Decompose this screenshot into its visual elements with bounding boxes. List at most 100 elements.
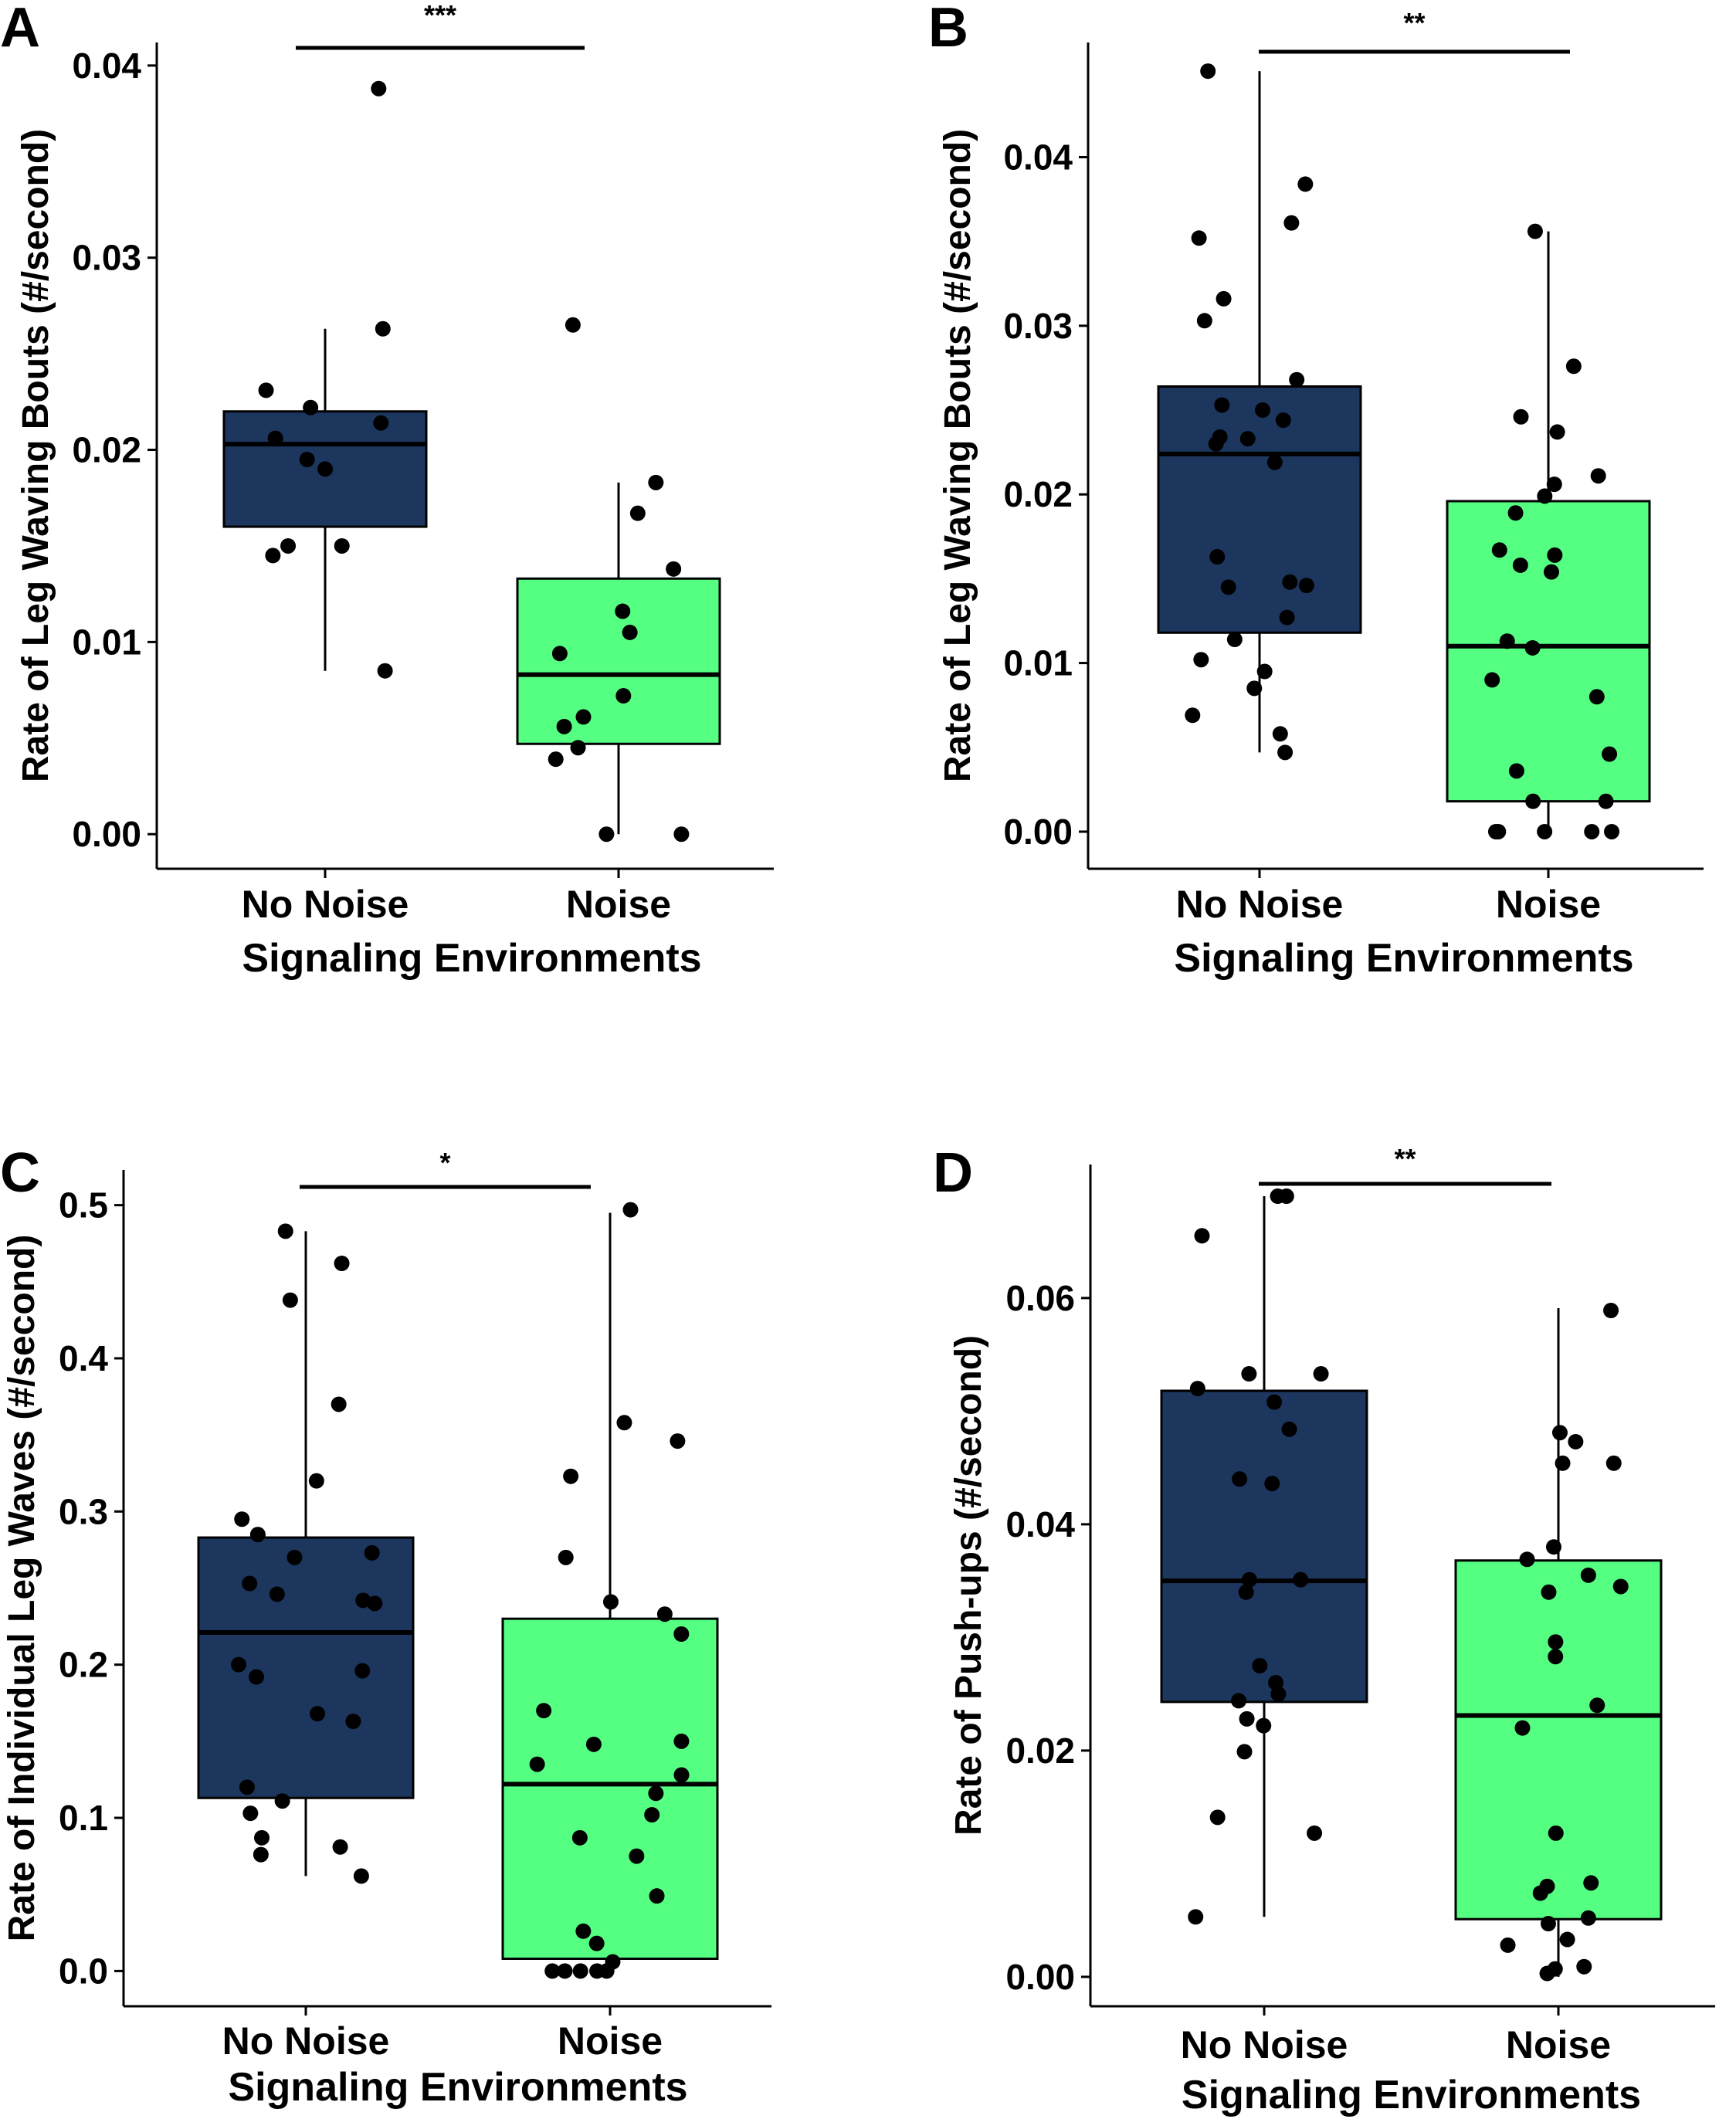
data-point [1188,1909,1204,1925]
data-point [1298,578,1314,594]
data-point [234,1511,250,1527]
data-point [1252,1658,1268,1674]
data-point [656,1606,673,1622]
y-tick-label: 0.5 [59,1185,108,1226]
panel-a: A 0.00 0.01 0.02 0.03 0.04 Rate of Leg Waving … [0,0,774,981]
data-point [1185,707,1201,724]
data-point [1598,793,1614,809]
data-point [308,1473,324,1489]
box-noise [1454,1559,1663,1921]
data-point [1266,454,1283,470]
data-point [258,382,274,398]
panel-d: D 0.00 0.02 0.04 0.06 Rate of Push-ups (#/sec… [933,1142,1715,2117]
data-point [1559,1931,1575,1948]
panel-letter: D [933,1142,973,1204]
data-point [1297,176,1314,192]
y-axis-title: Rate of Push-ups (#/second) [948,1335,989,1836]
data-point [310,1706,326,1722]
data-point [1200,63,1216,80]
y-tick-label: 0.03 [1003,306,1073,346]
y-tick-label: 0.02 [1005,1731,1075,1771]
data-point [673,826,690,843]
data-point [354,1663,371,1679]
x-axis-title: Signaling Environments [228,2065,687,2110]
y-tick-label: 0.02 [72,430,141,470]
data-point [615,688,632,704]
y-tick-label: 0.2 [59,1645,108,1685]
box-no-noise [197,1536,415,1799]
data-point [1541,1584,1557,1600]
data-point [1194,1228,1210,1244]
data-point [648,1785,664,1802]
data-point [1525,793,1541,809]
data-point [1549,424,1565,440]
data-point [1232,1471,1248,1487]
data-point [353,1868,369,1884]
data-point [367,1595,383,1612]
data-point [575,709,592,725]
data-point [1580,1567,1596,1583]
data-point [570,740,586,756]
data-point [556,718,572,734]
data-point [1283,215,1300,231]
data-point [231,1656,247,1673]
data-point [649,1888,665,1904]
data-point [1527,223,1543,239]
data-point [1546,476,1562,493]
x-category-label: Noise [1506,2023,1611,2066]
data-point [277,1223,293,1239]
data-point [622,624,638,640]
data-point [265,548,281,564]
data-point [242,1575,258,1592]
data-point [1214,397,1230,413]
data-point [282,1292,298,1308]
data-point [548,751,564,768]
x-category-label: Noise [1496,883,1601,926]
data-point [557,1963,573,1979]
data-point [1189,1381,1205,1397]
data-point [1289,371,1305,388]
data-point [287,1549,303,1565]
panel-letter: C [0,1142,40,1204]
data-point [1540,1916,1556,1932]
data-point [1543,564,1559,580]
data-point [1491,542,1507,558]
data-point [248,1669,264,1685]
data-point [253,1846,269,1863]
data-point [317,461,334,477]
data-point [239,1779,255,1795]
data-point [1209,549,1226,565]
data-point [1278,1188,1294,1205]
y-tick-label: 0.01 [72,622,141,662]
data-point [1524,639,1541,656]
data-point [377,663,393,679]
data-point [1484,672,1500,688]
data-point [565,317,581,333]
significance-label: ** [1403,7,1425,39]
y-tick-label: 0.04 [1003,137,1073,177]
significance-label: * [439,1147,450,1178]
data-point [598,826,615,843]
data-point [269,1586,285,1602]
data-point [1532,1885,1548,1901]
data-point [1537,823,1553,839]
y-tick-label: 0.01 [1003,643,1073,683]
data-point [355,1592,371,1609]
data-point [1548,1825,1564,1841]
data-point [1555,1455,1571,1471]
data-point [1256,1717,1272,1734]
x-category-label: Noise [558,2019,663,2063]
data-point [673,1767,690,1783]
data-point [616,1415,632,1431]
x-category-label: No Noise [1181,2023,1348,2066]
y-axis-title: Rate of Leg Waving Bouts (#/second) [15,129,56,782]
y-axis-title: Rate of Individual Leg Waves (#/second) [2,1235,42,1942]
x-category-label: No Noise [222,2019,390,2063]
data-point [1191,230,1207,246]
y-tick-label: 0.00 [1005,1957,1075,1997]
data-point [1239,1710,1255,1727]
data-point [1512,557,1528,573]
data-point [274,1793,290,1809]
data-point [1246,680,1263,697]
data-point [673,1626,690,1643]
